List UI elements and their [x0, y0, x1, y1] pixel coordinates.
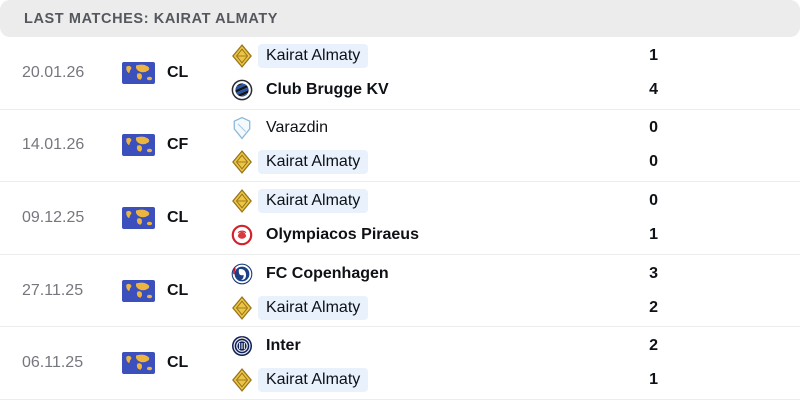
- team-score: 3: [649, 264, 658, 282]
- match-date: 14.01.26: [22, 136, 85, 154]
- teams-block: Inter 2 Kairat Almaty 1: [230, 333, 658, 394]
- fc-copenhagen-logo: [230, 262, 254, 285]
- team-name: Olympiacos Piraeus: [266, 225, 419, 243]
- varazdin-logo: [230, 116, 254, 140]
- world-flag-icon: [122, 134, 155, 157]
- team-score: 1: [649, 46, 658, 64]
- match-date: 06.11.25: [22, 354, 84, 372]
- team-score: 1: [649, 225, 658, 243]
- match-row[interactable]: 09.12.25 CL Kairat Almaty 0 Olympiacos P…: [0, 182, 800, 255]
- match-row[interactable]: 14.01.26 CF Varazdin 0 Kairat Almaty 0: [0, 110, 800, 183]
- teams-block: Varazdin 0 Kairat Almaty 0: [230, 115, 658, 176]
- match-date: 20.01.26: [22, 63, 85, 81]
- competition: CL: [122, 61, 230, 84]
- team-score: 2: [649, 337, 658, 355]
- team-row[interactable]: Kairat Almaty 2: [230, 294, 658, 321]
- widget-title: LAST MATCHES: KAIRAT ALMATY: [24, 10, 279, 27]
- team-row[interactable]: Kairat Almaty 1: [230, 42, 658, 69]
- competition: CL: [122, 279, 230, 302]
- kairat-almaty-logo: [230, 189, 254, 213]
- team-name: Kairat Almaty: [258, 368, 369, 393]
- olympiacos-logo: [230, 224, 254, 246]
- team-row[interactable]: Olympiacos Piraeus 1: [230, 221, 658, 248]
- team-name: Kairat Almaty: [258, 188, 369, 213]
- team-score: 0: [649, 153, 658, 171]
- match-date: 27.11.25: [22, 281, 84, 299]
- competition: CL: [122, 352, 230, 375]
- teams-block: Kairat Almaty 0 Olympiacos Piraeus 1: [230, 187, 658, 248]
- team-name: Kairat Almaty: [258, 295, 369, 320]
- match-date: 09.12.25: [22, 208, 85, 226]
- match-list: 20.01.26 CL Kairat Almaty 1 Club Brugge …: [0, 37, 800, 400]
- team-row[interactable]: Inter 2: [230, 333, 658, 360]
- world-flag-icon: [122, 61, 155, 84]
- match-row[interactable]: 20.01.26 CL Kairat Almaty 1 Club Brugge …: [0, 37, 800, 110]
- team-row[interactable]: Varazdin 0: [230, 115, 658, 142]
- teams-block: Kairat Almaty 1 Club Brugge KV 4: [230, 42, 658, 103]
- competition: CF: [122, 134, 230, 157]
- team-name: Varazdin: [266, 119, 328, 137]
- competition-label: CL: [167, 63, 189, 81]
- team-row[interactable]: Kairat Almaty 0: [230, 149, 658, 176]
- competition: CL: [122, 206, 230, 229]
- kairat-almaty-logo: [230, 150, 254, 174]
- kairat-almaty-logo: [230, 296, 254, 320]
- kairat-almaty-logo: [230, 368, 254, 392]
- team-row[interactable]: Kairat Almaty 0: [230, 187, 658, 214]
- world-flag-icon: [122, 206, 155, 229]
- team-row[interactable]: FC Copenhagen 3: [230, 260, 658, 287]
- inter-logo: [230, 335, 254, 357]
- team-name: Club Brugge KV: [266, 80, 389, 98]
- team-row[interactable]: Club Brugge KV 4: [230, 76, 658, 103]
- teams-block: FC Copenhagen 3 Kairat Almaty 2: [230, 260, 658, 321]
- kairat-almaty-logo: [230, 44, 254, 68]
- team-score: 1: [649, 371, 658, 389]
- world-flag-icon: [122, 352, 155, 375]
- team-name: FC Copenhagen: [266, 264, 389, 282]
- team-score: 4: [649, 80, 658, 98]
- team-score: 0: [649, 191, 658, 209]
- match-row[interactable]: 06.11.25 CL Inter 2 Kairat Almaty 1: [0, 327, 800, 400]
- competition-label: CL: [167, 281, 189, 299]
- team-name: Kairat Almaty: [258, 43, 369, 68]
- competition-label: CL: [167, 208, 189, 226]
- team-score: 2: [649, 298, 658, 316]
- team-score: 0: [649, 119, 658, 137]
- club-brugge-logo: [230, 79, 254, 101]
- world-flag-icon: [122, 279, 155, 302]
- competition-label: CL: [167, 354, 189, 372]
- team-name: Inter: [266, 337, 301, 355]
- match-row[interactable]: 27.11.25 CL FC Copenhagen 3 Kairat Almat…: [0, 255, 800, 328]
- team-row[interactable]: Kairat Almaty 1: [230, 367, 658, 394]
- widget-header: LAST MATCHES: KAIRAT ALMATY: [0, 0, 800, 37]
- team-name: Kairat Almaty: [258, 150, 369, 175]
- competition-label: CF: [167, 136, 189, 154]
